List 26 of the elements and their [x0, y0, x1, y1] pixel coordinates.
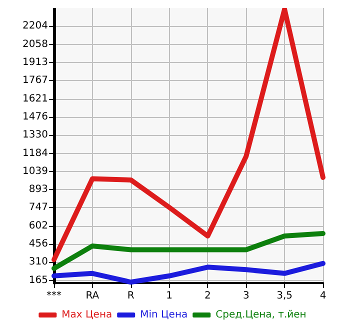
- y-tick-label: 1039: [22, 166, 48, 177]
- y-tick-label: 1184: [22, 148, 48, 159]
- y-tick-label: 1913: [22, 56, 48, 68]
- y-tick-label: 2204: [22, 20, 48, 32]
- x-tick-label: 3,5: [276, 290, 293, 302]
- y-tick-label: 2058: [22, 38, 48, 50]
- y-tick-label: 310: [28, 256, 48, 268]
- legend-label: Min Цена: [140, 310, 188, 320]
- y-tick-label: 1330: [22, 130, 48, 141]
- y-tick-label: 893: [28, 184, 48, 196]
- x-tick-label: 4: [320, 290, 326, 302]
- x-tick-label: 1: [166, 290, 172, 302]
- x-tick-label: 2: [204, 290, 211, 302]
- legend-label: Сред.Цена, т.йен: [216, 310, 306, 320]
- x-tick-label: ***: [46, 290, 62, 302]
- y-tick-label: 1621: [22, 93, 48, 104]
- y-tick-label: 1476: [22, 111, 48, 122]
- y-tick-label: 747: [28, 202, 48, 214]
- x-tick-label: 3: [242, 290, 250, 302]
- y-tick-label: 1767: [22, 75, 48, 86]
- y-tick-label: 165: [28, 274, 48, 286]
- y-tick-label: 456: [28, 238, 48, 250]
- legend-label: Max Цена: [62, 310, 112, 320]
- x-tick-label: RA: [86, 290, 100, 302]
- y-tick-label: 602: [28, 220, 48, 232]
- x-tick-label: R: [127, 290, 134, 302]
